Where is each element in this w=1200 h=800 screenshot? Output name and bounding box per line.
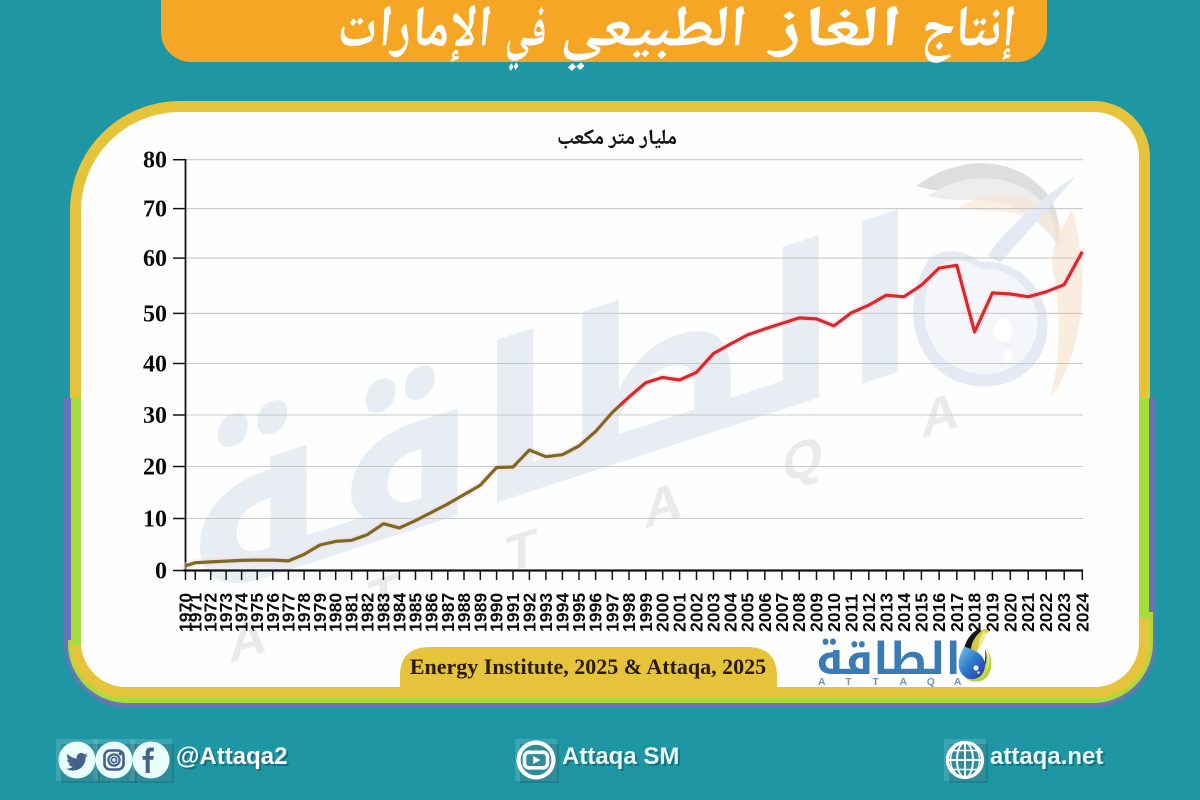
svg-text:2016: 2016: [929, 593, 949, 632]
svg-text:T: T: [845, 676, 852, 688]
svg-text:1982: 1982: [358, 593, 378, 632]
svg-text:1972: 1972: [201, 593, 221, 632]
svg-text:1996: 1996: [586, 593, 606, 632]
svg-text:2012: 2012: [859, 593, 879, 632]
svg-text:2002: 2002: [687, 593, 707, 632]
svg-text:2015: 2015: [911, 593, 931, 632]
svg-text:Energy Institute, 2025 & Attaq: Energy Institute, 2025 & Attaqa, 2025: [410, 654, 766, 679]
svg-text:2021: 2021: [1018, 593, 1038, 632]
svg-text:2022: 2022: [1036, 593, 1056, 632]
svg-text:A: A: [644, 470, 682, 540]
svg-text:40: 40: [143, 352, 167, 378]
svg-text:1986: 1986: [422, 593, 442, 632]
svg-text:1991: 1991: [503, 593, 523, 632]
svg-text:Attaqa SM: Attaqa SM: [564, 745, 681, 772]
svg-text:T: T: [506, 517, 538, 585]
svg-text:2018: 2018: [965, 593, 985, 632]
svg-text:20: 20: [143, 455, 167, 481]
svg-text:1994: 1994: [552, 593, 572, 632]
svg-text:@Attaqa2: @Attaqa2: [176, 743, 287, 770]
svg-text:30: 30: [143, 403, 167, 429]
svg-text:1976: 1976: [263, 593, 283, 632]
svg-text:Q: Q: [927, 676, 935, 688]
svg-text:1985: 1985: [406, 593, 426, 632]
svg-text:60: 60: [143, 246, 167, 272]
svg-text:0: 0: [155, 559, 167, 585]
svg-text:1989: 1989: [470, 593, 490, 632]
svg-text:2008: 2008: [789, 593, 809, 632]
svg-text:2020: 2020: [1000, 593, 1020, 632]
svg-text:1970: 1970: [176, 593, 196, 632]
svg-text:2003: 2003: [704, 593, 724, 632]
svg-text:1971: 1971: [185, 593, 205, 632]
svg-text:2004: 2004: [721, 593, 741, 632]
svg-text:1993: 1993: [536, 593, 556, 632]
svg-text:1987: 1987: [438, 593, 458, 632]
svg-text:2023: 2023: [1054, 593, 1074, 632]
svg-text:1980: 1980: [326, 593, 346, 632]
svg-text:1984: 1984: [389, 593, 409, 632]
svg-text:attaqa.net: attaqa.net: [992, 745, 1105, 772]
svg-text:2000: 2000: [653, 593, 673, 632]
svg-text:2017: 2017: [947, 593, 967, 632]
svg-text:2024: 2024: [1072, 593, 1092, 632]
svg-text:50: 50: [143, 301, 167, 327]
svg-text:A: A: [954, 676, 962, 688]
svg-text:1973: 1973: [216, 593, 236, 632]
svg-text:1981: 1981: [342, 593, 362, 632]
svg-text:1999: 1999: [636, 593, 656, 632]
svg-text:1988: 1988: [454, 593, 474, 632]
svg-text:@Attaqa2: @Attaqa2: [178, 745, 289, 772]
svg-text:2007: 2007: [772, 593, 792, 632]
svg-text:1983: 1983: [373, 593, 393, 632]
svg-text:10: 10: [143, 507, 167, 533]
svg-text:1975: 1975: [247, 593, 267, 632]
svg-text:1979: 1979: [310, 593, 330, 632]
svg-text:1978: 1978: [294, 593, 314, 632]
svg-text:80: 80: [143, 148, 167, 174]
svg-text:attaqa.net: attaqa.net: [990, 743, 1103, 770]
svg-text:2001: 2001: [670, 593, 690, 632]
svg-text:Attaqa SM: Attaqa SM: [562, 743, 679, 770]
svg-text:1992: 1992: [519, 593, 539, 632]
svg-text:1974: 1974: [232, 593, 252, 632]
svg-text:2006: 2006: [755, 593, 775, 632]
svg-text:2010: 2010: [824, 593, 844, 632]
svg-text:1990: 1990: [487, 593, 507, 632]
svg-text:A: A: [229, 605, 267, 675]
svg-text:1997: 1997: [602, 593, 622, 632]
svg-text:2013: 2013: [876, 593, 896, 632]
svg-text:1995: 1995: [569, 593, 589, 632]
svg-text:A: A: [818, 676, 826, 688]
svg-text:T: T: [872, 676, 879, 688]
svg-text:A: A: [900, 676, 908, 688]
svg-text:Q: Q: [783, 424, 823, 495]
svg-text:2005: 2005: [738, 593, 758, 632]
svg-text:2011: 2011: [841, 594, 861, 632]
svg-text:2014: 2014: [894, 593, 914, 632]
svg-text:1977: 1977: [278, 593, 298, 632]
svg-text:70: 70: [143, 197, 167, 223]
svg-text:2009: 2009: [807, 593, 827, 632]
svg-text:2019: 2019: [982, 593, 1002, 632]
svg-text:1998: 1998: [619, 593, 639, 632]
